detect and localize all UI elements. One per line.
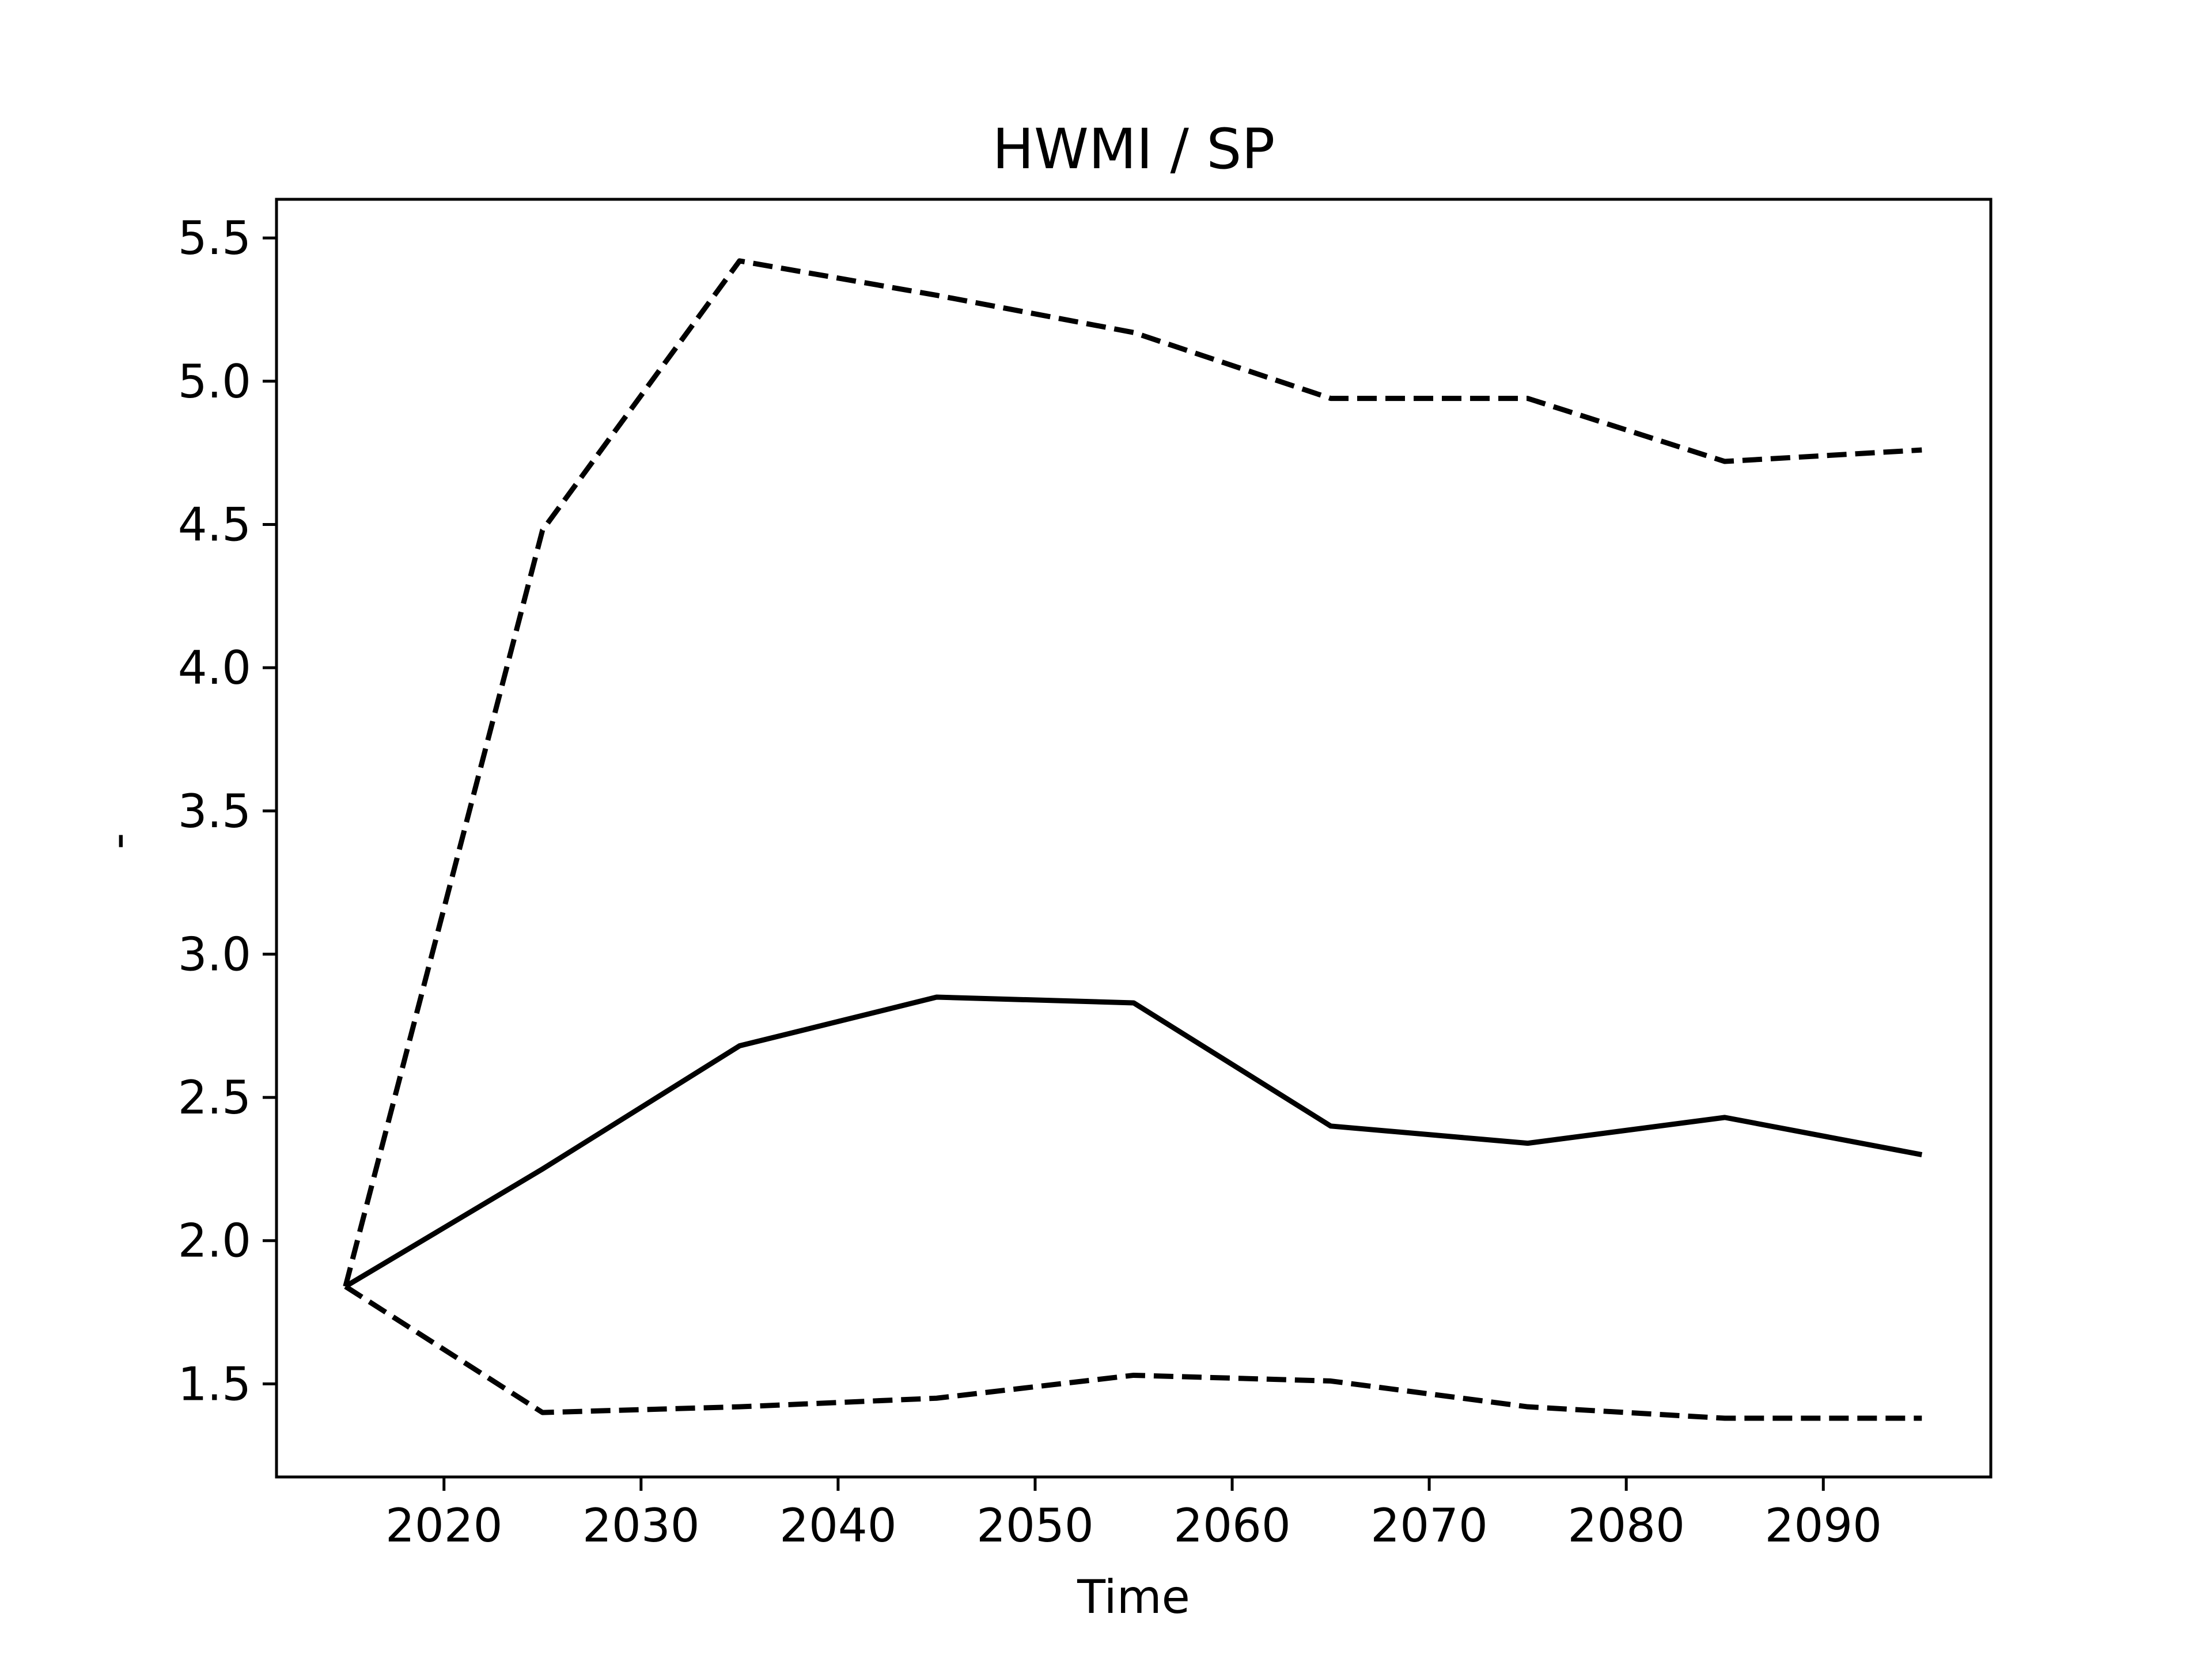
- x-tick-label: 2080: [1567, 1499, 1685, 1552]
- x-tick-label: 2030: [582, 1499, 700, 1552]
- x-tick-label: 2050: [976, 1499, 1094, 1552]
- x-tick-label: 2020: [385, 1499, 503, 1552]
- series-layer: [343, 258, 1923, 1421]
- y-tick-label: 3.5: [178, 785, 251, 838]
- chart-title: HWMI / SP: [993, 117, 1275, 181]
- x-tick-label: 2090: [1764, 1499, 1882, 1552]
- y-tick-label: 4.0: [178, 641, 251, 695]
- y-tick-label: 2.0: [178, 1214, 251, 1268]
- ticks-layer: 2020 2030 2040 2050 2060 2070 2080 2090 1.5 2.0 2.…: [178, 211, 1882, 1552]
- series-line-lower-dashed: [344, 1284, 1922, 1421]
- series-line-upper-dashed: [343, 258, 1922, 1287]
- x-tick-label: 2060: [1173, 1499, 1291, 1552]
- y-tick-label: 4.5: [178, 498, 251, 551]
- plot-area-frame: [275, 198, 1993, 1479]
- series-line-solid: [344, 994, 1923, 1289]
- x-tick-label: 2040: [779, 1499, 897, 1552]
- y-axis-title: -: [91, 833, 145, 850]
- y-tick-label: 1.5: [178, 1357, 251, 1411]
- y-tick-label: 2.5: [178, 1071, 251, 1124]
- x-axis-title: Time: [1077, 1570, 1190, 1624]
- y-tick-label: 3.0: [178, 927, 251, 981]
- y-tick-label: 5.5: [178, 211, 251, 265]
- y-tick-label: 5.0: [178, 355, 251, 408]
- x-tick-label: 2070: [1370, 1499, 1488, 1552]
